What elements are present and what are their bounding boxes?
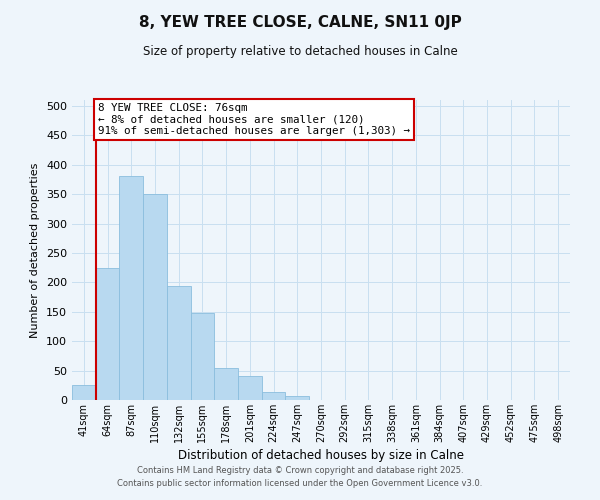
Bar <box>96 268 119 400</box>
Bar <box>262 392 286 400</box>
Bar <box>238 376 262 400</box>
X-axis label: Distribution of detached houses by size in Calne: Distribution of detached houses by size … <box>178 449 464 462</box>
Bar <box>286 396 309 400</box>
Text: 8 YEW TREE CLOSE: 76sqm
← 8% of detached houses are smaller (120)
91% of semi-de: 8 YEW TREE CLOSE: 76sqm ← 8% of detached… <box>98 103 410 136</box>
Text: Size of property relative to detached houses in Calne: Size of property relative to detached ho… <box>143 45 457 58</box>
Bar <box>119 176 143 400</box>
Bar <box>72 386 96 400</box>
Bar <box>214 368 238 400</box>
Text: 8, YEW TREE CLOSE, CALNE, SN11 0JP: 8, YEW TREE CLOSE, CALNE, SN11 0JP <box>139 15 461 30</box>
Y-axis label: Number of detached properties: Number of detached properties <box>31 162 40 338</box>
Bar <box>191 313 214 400</box>
Bar <box>143 194 167 400</box>
Bar <box>167 286 191 400</box>
Text: Contains HM Land Registry data © Crown copyright and database right 2025.
Contai: Contains HM Land Registry data © Crown c… <box>118 466 482 487</box>
